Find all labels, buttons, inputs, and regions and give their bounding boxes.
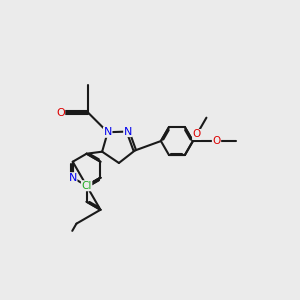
Text: Cl: Cl (81, 181, 92, 191)
Text: N: N (124, 127, 132, 136)
Text: O: O (56, 108, 65, 118)
Text: N: N (68, 173, 77, 183)
Text: O: O (193, 130, 201, 140)
Text: O: O (212, 136, 220, 146)
Text: N: N (103, 127, 112, 137)
